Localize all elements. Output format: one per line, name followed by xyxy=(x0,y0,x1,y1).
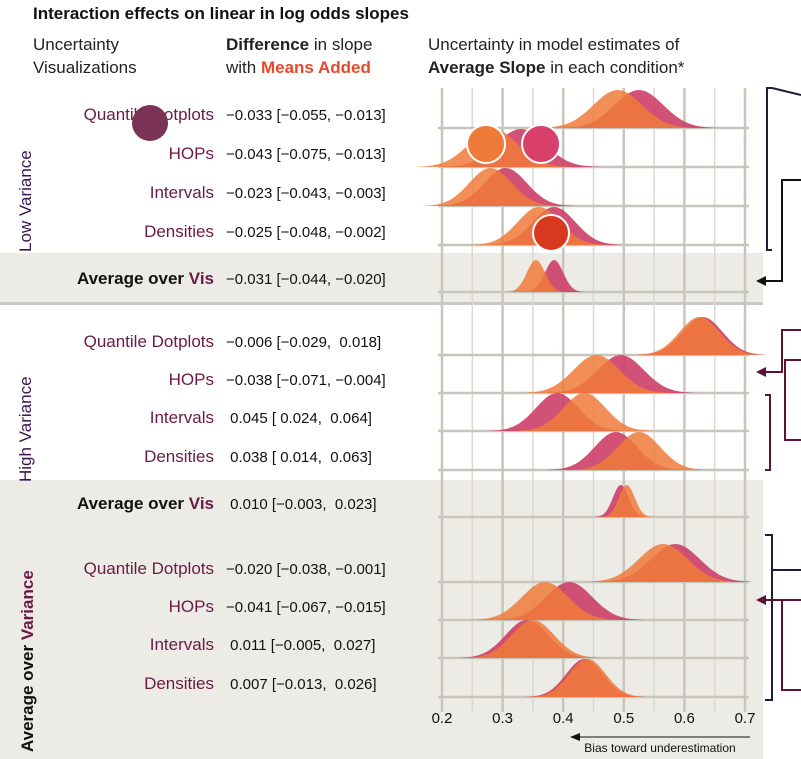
comparison-bracket xyxy=(784,359,801,441)
density-curve xyxy=(422,168,559,206)
arrow-head xyxy=(756,367,766,377)
difference-ci: −0.023 [−0.043, −0.003] xyxy=(226,185,386,202)
col-header-model: Uncertainty in model estimates of Averag… xyxy=(428,35,685,77)
arrow-head xyxy=(756,595,766,605)
x-tick-label: 0.2 xyxy=(432,710,453,727)
comparison-bracket xyxy=(765,534,773,701)
density-curve xyxy=(585,544,741,582)
vis-label: Densities xyxy=(144,447,214,466)
difference-ci: −0.025 [−0.048, −0.002] xyxy=(226,224,386,241)
vis-label: HOPs xyxy=(168,597,214,616)
bias-arrow-head xyxy=(570,733,580,741)
vis-label: Quantile Dotplots xyxy=(83,559,214,578)
difference-ci: −0.031 [−0.044, −0.020] xyxy=(226,271,386,288)
difference-ci: 0.011 [−0.005, 0.027] xyxy=(226,637,376,654)
density-curve xyxy=(571,432,707,470)
density-curve xyxy=(471,582,619,620)
chart-title: Interaction effects on linear in log odd… xyxy=(33,4,409,23)
difference-ci: −0.006 [−0.029, 0.018] xyxy=(226,334,382,351)
cursor-highlight xyxy=(521,124,561,164)
vis-label: HOPs xyxy=(168,370,214,389)
difference-ci: 0.038 [ 0.014, 0.063] xyxy=(226,449,372,466)
vis-label: Intervals xyxy=(149,183,214,202)
comparison-bracket xyxy=(762,329,801,373)
vis-label: Intervals xyxy=(149,635,214,654)
difference-ci: 0.045 [ 0.024, 0.064] xyxy=(226,410,372,427)
density-curve xyxy=(506,260,566,292)
bias-note: Bias toward underestimation xyxy=(584,741,735,755)
difference-ci: 0.010 [−0.003, 0.023] xyxy=(226,496,377,513)
density-curve xyxy=(540,90,696,128)
cursor-highlight xyxy=(466,124,506,164)
arrow-head xyxy=(756,276,766,286)
comparison-bracket xyxy=(765,394,771,471)
col-header-diff: Difference in slope with Means Added xyxy=(226,35,373,77)
vis-label: Intervals xyxy=(149,408,214,427)
comparison-bracket xyxy=(762,179,801,282)
vis-label: Quantile Dotplots xyxy=(83,332,214,351)
x-tick-label: 0.5 xyxy=(613,710,634,727)
difference-ci: −0.038 [−0.071, −0.004] xyxy=(226,372,386,389)
col-header-vis: Uncertainty Visualizations xyxy=(33,35,137,77)
comparison-bracket xyxy=(781,600,801,691)
density-curve xyxy=(516,393,653,431)
density-curve xyxy=(465,620,601,658)
x-tick-label: 0.6 xyxy=(674,710,695,727)
difference-ci: −0.043 [−0.075, −0.013] xyxy=(226,146,386,163)
density-curve xyxy=(635,317,764,355)
separator-low-high xyxy=(0,302,763,305)
difference-ci: −0.020 [−0.038, −0.001] xyxy=(226,561,386,578)
avg-over-vis-label: Average over Vis xyxy=(76,269,214,288)
x-tick-label: 0.4 xyxy=(553,710,574,727)
density-curve xyxy=(529,659,646,697)
vis-label: HOPs xyxy=(168,144,214,163)
difference-ci: 0.007 [−0.013, 0.026] xyxy=(226,676,377,693)
cursor-highlight xyxy=(532,214,570,252)
difference-ci: −0.033 [−0.055, −0.013] xyxy=(226,107,386,124)
comparison-bracket xyxy=(766,87,772,251)
vis-label: Densities xyxy=(144,674,214,693)
comparison-bracket xyxy=(771,87,801,96)
x-tick-label: 0.3 xyxy=(492,710,513,727)
x-tick-label: 0.7 xyxy=(735,710,756,727)
difference-ci: −0.041 [−0.067, −0.015] xyxy=(226,599,386,616)
density-curve xyxy=(522,355,671,393)
band-avg-low xyxy=(0,253,763,303)
vis-label: Densities xyxy=(144,222,214,241)
cursor-highlight xyxy=(132,105,168,141)
avg-over-vis-label: Average over Vis xyxy=(76,494,214,513)
density-curve xyxy=(601,485,653,517)
